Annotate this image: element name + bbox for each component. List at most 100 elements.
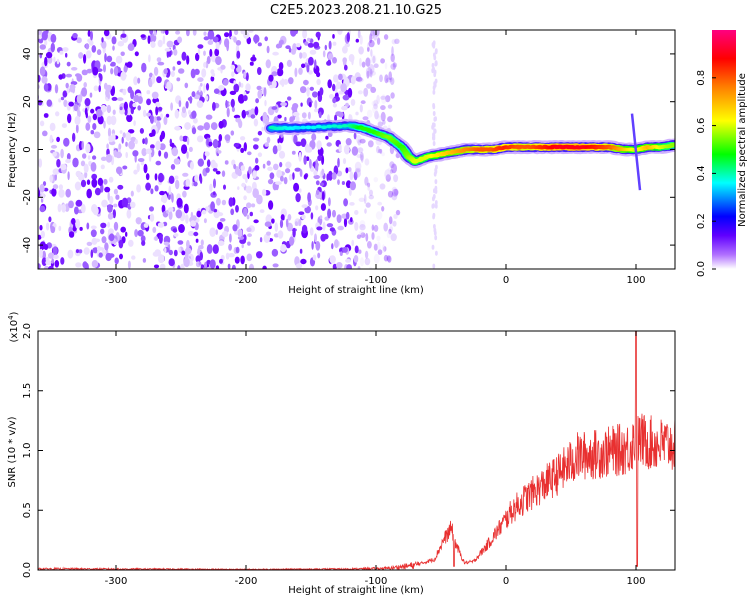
noise-blob bbox=[216, 212, 224, 217]
spectrogram-y-tick-label: 20 bbox=[22, 95, 33, 108]
noise-blob bbox=[241, 182, 246, 188]
noise-blob bbox=[392, 61, 396, 71]
noise-blob bbox=[256, 194, 263, 205]
noise-blob bbox=[337, 30, 343, 35]
noise-blob bbox=[157, 254, 165, 264]
noise-blob bbox=[255, 157, 259, 164]
noise-blob bbox=[235, 246, 240, 254]
noise-blob bbox=[332, 97, 337, 104]
noise-blob bbox=[96, 49, 102, 56]
noise-blob bbox=[113, 66, 119, 76]
noise-blob bbox=[149, 206, 154, 212]
noise-blob bbox=[49, 122, 56, 132]
noise-blob bbox=[366, 109, 373, 118]
noise-blob bbox=[171, 147, 179, 157]
spectrogram-noise bbox=[38, 30, 438, 269]
noise-blob bbox=[103, 178, 108, 185]
noise-blob bbox=[308, 56, 314, 66]
noise-blob bbox=[253, 118, 259, 127]
noise-blob bbox=[101, 199, 108, 208]
noise-blob bbox=[48, 216, 52, 223]
noise-blob bbox=[376, 94, 380, 105]
noise-blob bbox=[226, 41, 230, 52]
noise-blob bbox=[106, 143, 109, 149]
noise-blob bbox=[90, 162, 97, 172]
noise-blob bbox=[84, 262, 89, 269]
noise-blob bbox=[388, 216, 393, 225]
streak-blob bbox=[431, 68, 435, 74]
noise-blob bbox=[111, 36, 117, 45]
noise-blob bbox=[153, 264, 160, 269]
noise-blob bbox=[300, 258, 307, 265]
noise-blob bbox=[298, 151, 302, 162]
noise-blob bbox=[376, 37, 381, 45]
noise-blob bbox=[183, 257, 190, 268]
noise-blob bbox=[60, 148, 64, 159]
noise-blob bbox=[353, 132, 357, 140]
noise-blob bbox=[221, 170, 226, 177]
noise-blob bbox=[232, 224, 238, 232]
noise-blob bbox=[103, 64, 106, 73]
noise-blob bbox=[246, 202, 252, 209]
noise-blob bbox=[373, 224, 379, 232]
noise-blob bbox=[135, 217, 142, 225]
noise-blob bbox=[355, 168, 361, 178]
noise-blob bbox=[175, 209, 183, 219]
noise-blob bbox=[125, 132, 131, 141]
noise-blob bbox=[55, 111, 60, 117]
noise-blob bbox=[237, 228, 243, 238]
noise-blob bbox=[371, 224, 375, 231]
noise-blob bbox=[175, 179, 180, 190]
noise-blob bbox=[317, 155, 322, 162]
noise-blob bbox=[346, 32, 350, 43]
streak-blob bbox=[433, 116, 437, 122]
noise-blob bbox=[285, 161, 292, 169]
noise-blob bbox=[107, 228, 114, 236]
noise-blob bbox=[230, 208, 235, 216]
noise-blob bbox=[342, 45, 348, 54]
noise-blob bbox=[378, 148, 382, 154]
noise-blob bbox=[312, 91, 318, 98]
noise-blob bbox=[149, 213, 155, 222]
noise-blob bbox=[62, 90, 68, 98]
noise-blob bbox=[75, 124, 79, 134]
noise-blob bbox=[115, 55, 123, 64]
noise-blob bbox=[387, 104, 393, 109]
noise-blob bbox=[196, 210, 202, 218]
noise-blob bbox=[325, 135, 329, 140]
noise-blob bbox=[279, 39, 284, 45]
noise-blob bbox=[159, 134, 163, 142]
noise-blob bbox=[334, 239, 339, 249]
noise-blob bbox=[90, 108, 95, 114]
noise-blob bbox=[311, 133, 317, 141]
noise-blob bbox=[39, 205, 46, 213]
noise-blob bbox=[175, 30, 181, 35]
noise-blob bbox=[246, 253, 253, 262]
noise-blob bbox=[208, 141, 213, 147]
noise-blob bbox=[50, 226, 56, 234]
noise-blob bbox=[373, 177, 379, 183]
noise-blob bbox=[67, 113, 72, 124]
noise-blob bbox=[178, 247, 181, 252]
spectrogram-y-tick-label: -40 bbox=[22, 237, 33, 253]
noise-blob bbox=[264, 36, 269, 42]
noise-blob bbox=[233, 80, 236, 85]
noise-blob bbox=[385, 77, 393, 83]
noise-blob bbox=[351, 146, 359, 156]
noise-blob bbox=[98, 73, 102, 78]
noise-blob bbox=[39, 66, 46, 76]
noise-blob bbox=[315, 180, 320, 186]
noise-blob bbox=[306, 64, 310, 73]
streak-blob bbox=[433, 128, 436, 134]
noise-blob bbox=[92, 66, 99, 76]
noise-blob bbox=[236, 50, 241, 59]
noise-blob bbox=[126, 61, 133, 68]
streak-blob bbox=[434, 179, 438, 185]
colorbar: 0.0 0.2 0.4 0.6 0.8 Normalized spectral ampl… bbox=[696, 30, 748, 277]
noise-blob bbox=[80, 203, 86, 214]
noise-blob bbox=[97, 177, 104, 186]
noise-blob bbox=[257, 152, 263, 157]
noise-blob bbox=[158, 233, 163, 244]
noise-blob bbox=[357, 30, 361, 39]
noise-blob bbox=[89, 92, 93, 98]
